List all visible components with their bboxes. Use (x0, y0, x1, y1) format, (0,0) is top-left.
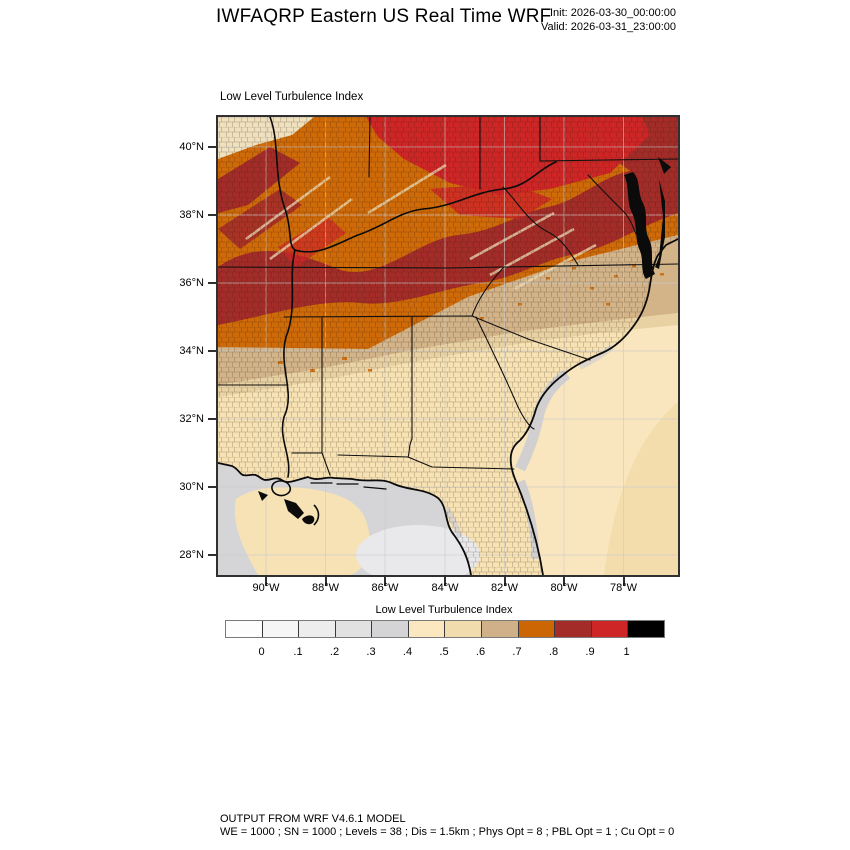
gulf-cream-lobe (234, 486, 370, 575)
colorbar-tick-label: .4 (402, 646, 413, 658)
colorbar-tick-label: 0 (258, 646, 265, 658)
lon-tick-label: 82°W (490, 582, 519, 594)
lon-tick-label: 90°W (252, 582, 280, 594)
state-borders (218, 117, 678, 476)
colorbar-cell (408, 621, 446, 637)
lat-tick-mark (208, 282, 217, 284)
lon-tick-mark (563, 577, 565, 586)
birdfoot-arc (313, 504, 320, 526)
lat-tick-label: 28°N (179, 548, 204, 561)
lon-tick-label: 80°W (550, 582, 578, 594)
colorbar-tick-label: 1 (623, 646, 630, 658)
colorbar (225, 620, 665, 638)
river-borders (269, 117, 557, 478)
colorbar-cell (591, 621, 629, 637)
colorbar-tick-label: .7 (512, 646, 522, 658)
page-title: IWFAQRP Eastern US Real Time WRF (216, 6, 552, 27)
colorbar-cell (482, 621, 519, 637)
map-field-label: Low Level Turbulence Index (220, 91, 364, 103)
colorbar-tick-label: .9 (585, 646, 595, 658)
turbulence-map (218, 117, 678, 575)
lon-tick-mark (384, 577, 386, 586)
lon-tick-label: 84°W (431, 582, 459, 594)
lat-tick-mark (208, 486, 217, 488)
lat-tick-label: 36°N (179, 276, 204, 289)
colorbar-cell (299, 621, 336, 637)
lon-tick-label: 88°W (311, 582, 340, 594)
colorbar-tick-label: .5 (439, 646, 449, 658)
footer-note: OUTPUT FROM WRF V4.6.1 MODEL WE = 1000 ;… (220, 813, 674, 838)
colorbar-cell (518, 621, 556, 637)
lon-tick-label: 78°W (609, 582, 638, 594)
init-time: Init: 2026-03-30_00:00:00 (550, 7, 676, 19)
lon-tick-mark (444, 577, 446, 586)
lat-tick-mark (208, 214, 217, 216)
lon-tick-mark (622, 577, 625, 586)
lon-tick-mark (265, 577, 267, 586)
lat-tick-label: 32°N (179, 412, 204, 425)
chesapeake-bay (624, 157, 671, 279)
lat-tick-label: 30°N (179, 480, 204, 493)
footer-line2: WE = 1000 ; SN = 1000 ; Levels = 38 ; Di… (220, 825, 675, 838)
colorbar-cell (628, 621, 664, 637)
lon-tick-mark (503, 577, 506, 586)
lat-tick-label: 40°N (179, 140, 204, 153)
colorbar-cell (262, 621, 300, 637)
colorbar-cell (445, 621, 483, 637)
run-times: Init: 2026-03-30_00:00:00 Valid: 2026-03… (420, 7, 676, 34)
atlantic-offshore-shade (604, 402, 678, 575)
colorbar-tick-label: .1 (293, 646, 303, 658)
footer-line1: OUTPUT FROM WRF V4.6.1 MODEL (220, 813, 406, 825)
lat-tick-label: 34°N (179, 344, 204, 357)
valid-time: Valid: 2026-03-31_23:00:00 (541, 20, 676, 33)
colorbar-cell (555, 621, 592, 637)
colorbar-tick-label: .6 (475, 646, 486, 658)
lat-tick-mark (208, 350, 217, 352)
colorbar-cell (226, 621, 263, 637)
colorbar-cell (372, 621, 409, 637)
colorbar-tick-label: .8 (548, 646, 559, 658)
colorbar-tick-label: .2 (329, 646, 340, 658)
lat-tick-label: 38°N (179, 208, 204, 221)
colorbar-title: Low Level Turbulence Index (375, 604, 513, 616)
lat-tick-mark (208, 554, 217, 556)
lat-tick-mark (208, 418, 217, 420)
colorbar-cell (335, 621, 373, 637)
coastline (218, 238, 678, 575)
colorbar-tick-label: .3 (366, 646, 376, 658)
gulf-light-patch (356, 525, 480, 575)
lon-tick-label: 86°W (371, 582, 399, 594)
map-frame (216, 115, 680, 577)
lon-tick-mark (324, 577, 327, 586)
delta-marsh (258, 480, 315, 525)
lat-tick-mark (208, 146, 217, 148)
